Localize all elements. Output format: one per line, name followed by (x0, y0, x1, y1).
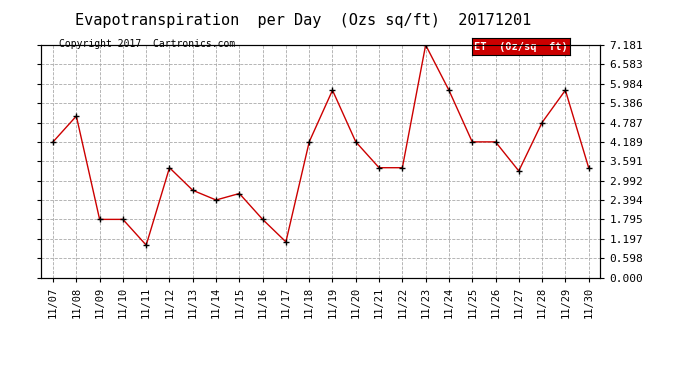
Text: Evapotranspiration  per Day  (Ozs sq/ft)  20171201: Evapotranspiration per Day (Ozs sq/ft) 2… (75, 13, 532, 28)
Text: Copyright 2017  Cartronics.com: Copyright 2017 Cartronics.com (59, 39, 235, 50)
